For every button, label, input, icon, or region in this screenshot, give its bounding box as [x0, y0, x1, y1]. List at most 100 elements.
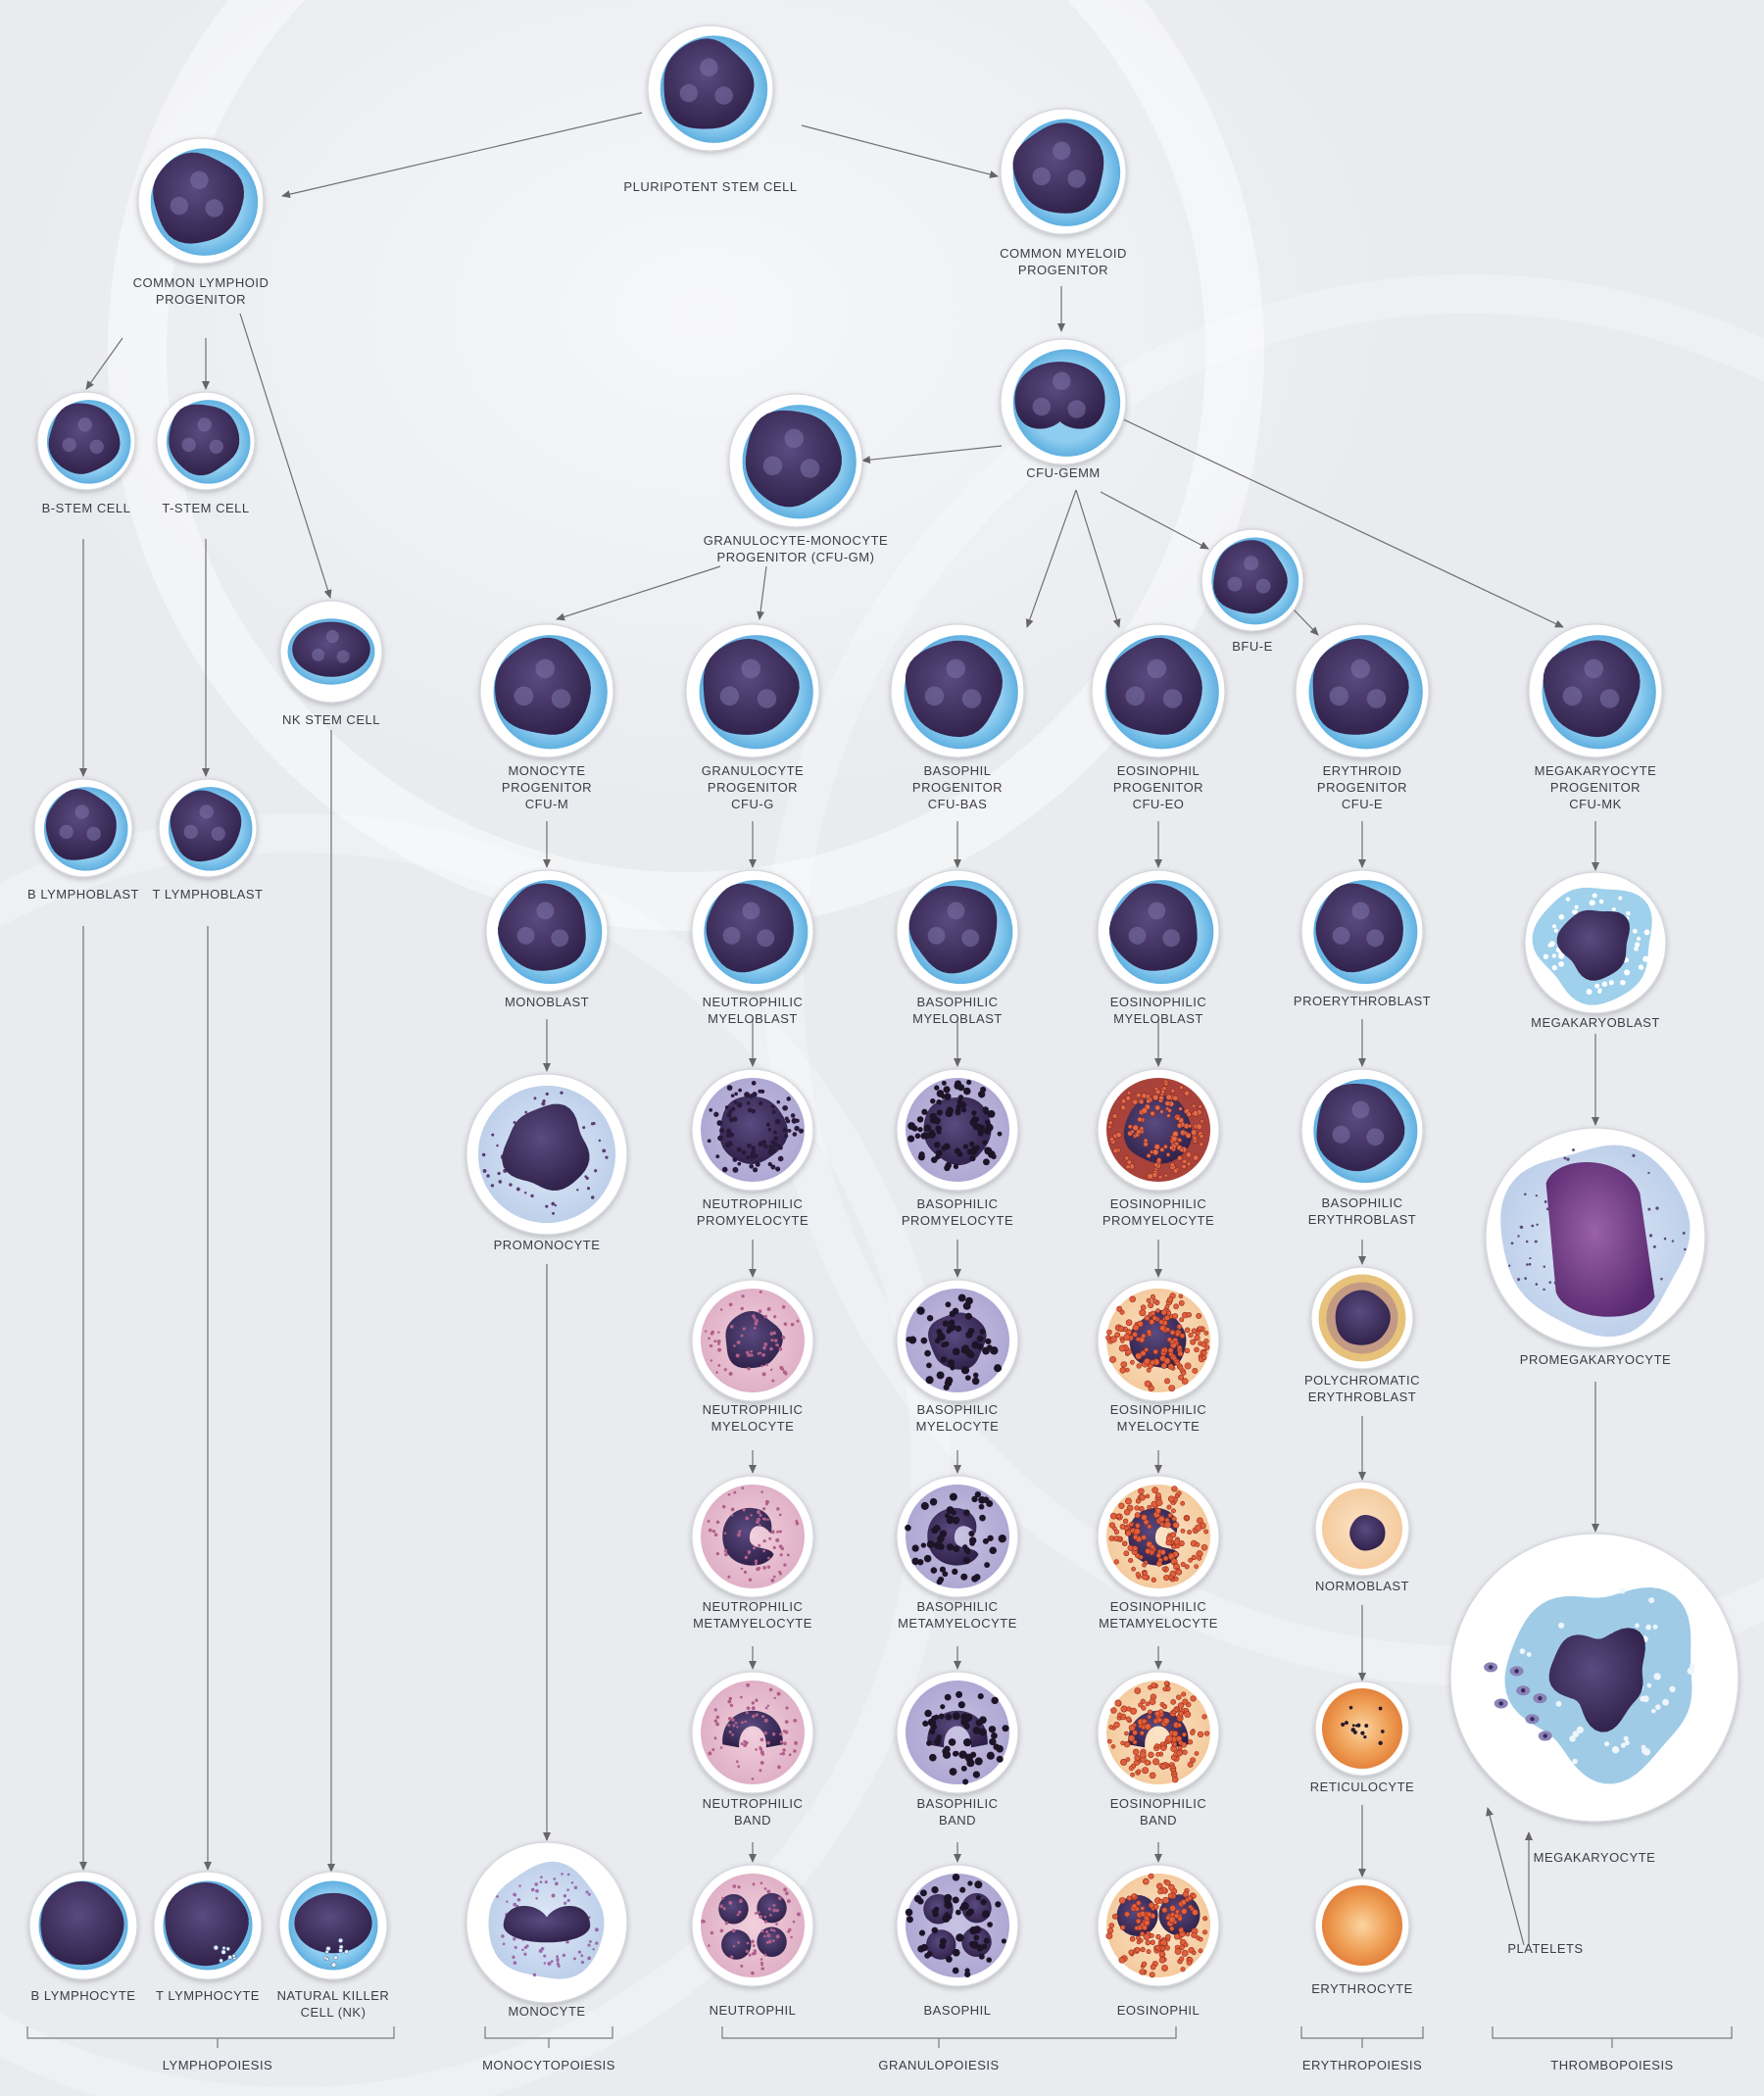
granule: [762, 1934, 766, 1938]
label-line: ERYTHROBLAST: [1307, 1389, 1417, 1404]
granule: [580, 1954, 584, 1958]
granule: [982, 1106, 989, 1113]
nucleus: [1315, 883, 1403, 973]
cell-b_metamyelocyte: [896, 1475, 1019, 1598]
granule: [715, 1715, 720, 1720]
granule: [921, 1108, 928, 1115]
granule: [1139, 1730, 1145, 1736]
granule: [768, 1940, 772, 1944]
granule: [1198, 1104, 1202, 1109]
cytoplasm-granule: [1608, 980, 1614, 986]
granule: [1200, 1119, 1204, 1124]
granule: [936, 1090, 945, 1097]
granule: [1671, 1240, 1675, 1243]
granule: [718, 1128, 724, 1134]
granule: [773, 1136, 779, 1142]
granule: [1139, 1751, 1147, 1759]
granule: [1150, 1964, 1156, 1971]
granule: [711, 1748, 715, 1752]
cytoplasm-granule: [1639, 965, 1644, 970]
cell-megakaryoblast: [1524, 871, 1667, 1014]
granule: [996, 1744, 1004, 1753]
nucleus: [663, 38, 755, 129]
granule: [763, 1730, 767, 1735]
cytoplasm-granule: [1586, 989, 1592, 996]
label-line: BASOPHILIC: [916, 1196, 999, 1211]
azurophil-granule: [482, 1169, 487, 1173]
granule: [1136, 1935, 1141, 1941]
label-b_lymphocyte: B LYMPHOCYTE: [0, 1987, 211, 2004]
granule: [1115, 1132, 1122, 1139]
cytoplasm-granule: [1643, 929, 1650, 936]
nucleolus: [1329, 686, 1349, 707]
granule: [962, 1144, 969, 1149]
granule: [1129, 1935, 1136, 1942]
granule: [1149, 1772, 1156, 1779]
granule: [744, 1092, 751, 1098]
granule: [219, 1958, 223, 1964]
granule: [1172, 1313, 1179, 1320]
granule: [1165, 1327, 1170, 1333]
cell-normoblast: [1314, 1481, 1410, 1577]
granule: [741, 1149, 747, 1155]
granule: [761, 1517, 765, 1521]
granule: [966, 1759, 975, 1768]
granule: [939, 1530, 948, 1538]
granule: [563, 1894, 567, 1898]
granule: [723, 1532, 727, 1535]
granule: [752, 1714, 756, 1719]
platelet-granule: [1543, 1733, 1547, 1738]
granule: [713, 1736, 717, 1740]
granule: [1191, 1129, 1198, 1136]
label-gmp: GRANULOCYTE-MONOCYTE PROGENITOR (CFU-GM): [668, 532, 923, 565]
azurophil-granule: [586, 1187, 591, 1191]
label-line: PROGENITOR (CFU-GM): [716, 550, 875, 564]
granule: [709, 1107, 713, 1112]
label-tstem: T-STEM CELL: [78, 500, 333, 516]
cytoplasm-granule: [1642, 955, 1649, 962]
granule: [1187, 1761, 1194, 1768]
granule: [795, 1118, 800, 1123]
nucleus: [170, 790, 242, 862]
nucleolus: [1255, 578, 1271, 594]
granule: [724, 1552, 728, 1557]
granule: [747, 1353, 752, 1357]
label-erythrocyte: ERYTHROCYTE: [1235, 1980, 1490, 1997]
granule: [730, 1094, 735, 1098]
granule: [765, 1122, 771, 1127]
granule: [732, 1166, 739, 1173]
granule: [1197, 1555, 1202, 1561]
granule: [937, 1333, 946, 1341]
granule: [1108, 1137, 1114, 1143]
granule: [953, 1545, 960, 1553]
granule: [1534, 1240, 1538, 1243]
nucleus: [703, 638, 800, 735]
azurophil-granule: [590, 1195, 595, 1199]
granule: [777, 1765, 781, 1770]
granule: [1147, 1709, 1152, 1715]
granule: [1138, 1487, 1145, 1495]
granule: [1125, 1530, 1132, 1536]
granule: [1176, 1694, 1182, 1700]
label-line: EOSINOPHILIC: [1109, 995, 1207, 1009]
granule: [1203, 1330, 1209, 1336]
label-line: PROMYELOCYTE: [1102, 1213, 1215, 1228]
granule: [782, 1730, 786, 1733]
granule: [1141, 1535, 1147, 1540]
granule: [523, 1952, 527, 1956]
nucleus: [757, 1892, 787, 1924]
granule: [1146, 1367, 1152, 1373]
granule: [734, 1092, 738, 1097]
label-ery_prog: ERYTHROID PROGENITOR CFU-E: [1235, 762, 1490, 812]
granule: [975, 1719, 983, 1727]
granule: [513, 1961, 517, 1965]
granule: [1196, 1123, 1202, 1130]
granule: [1166, 1311, 1172, 1316]
granule: [970, 1146, 978, 1154]
nucleolus: [722, 926, 741, 945]
granule: [760, 1140, 767, 1145]
nucleus: [1213, 540, 1288, 614]
granule: [1156, 1157, 1162, 1163]
granule: [220, 1949, 226, 1955]
granule: [543, 1962, 547, 1965]
